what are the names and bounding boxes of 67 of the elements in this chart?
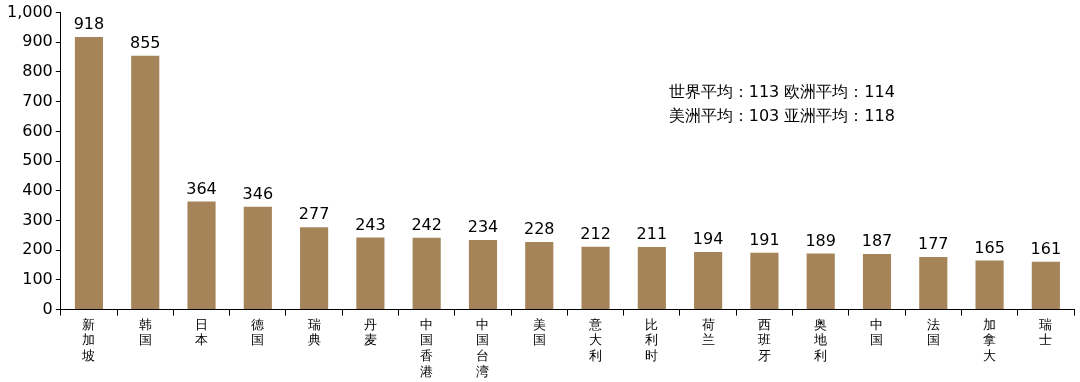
x-tick-label: 中国: [870, 316, 884, 348]
bar: [919, 257, 948, 310]
data-label: 277: [298, 204, 330, 224]
bar: [694, 251, 723, 310]
bar: [806, 253, 835, 310]
data-label: 161: [1030, 238, 1062, 258]
x-tick-label: 瑞士: [1039, 316, 1053, 348]
y-tick-label: 400: [22, 179, 53, 199]
bar: [1031, 261, 1060, 310]
y-tick-label: 500: [22, 150, 53, 170]
data-label: 228: [523, 219, 555, 239]
y-tick-label: 300: [22, 209, 53, 229]
data-label: 234: [467, 217, 499, 237]
bar: [468, 240, 498, 310]
y-tick-label: 900: [22, 31, 53, 51]
x-tick-label: 丹麦: [363, 316, 377, 348]
x-tick-label: 美国: [532, 316, 546, 348]
data-label: 364: [186, 178, 217, 198]
x-tick-label: 加拿大: [983, 316, 997, 363]
data-label: 855: [129, 32, 161, 52]
x-tick-label: 德国: [251, 316, 265, 348]
data-label: 191: [749, 230, 780, 250]
bar: [525, 241, 554, 310]
bar: [637, 246, 666, 310]
bar: [412, 237, 441, 310]
bar: [975, 260, 1004, 310]
data-label: 165: [974, 237, 1005, 257]
bar: [187, 201, 216, 310]
x-tick-label: 比利时: [645, 316, 659, 363]
data-label: 346: [242, 183, 274, 203]
data-label: 242: [411, 214, 442, 234]
annotation: 美洲平均：103 亚洲平均：118: [668, 105, 895, 125]
data-label: 918: [73, 14, 105, 34]
y-tick-label: 100: [22, 269, 53, 289]
y-tick-label: 700: [22, 90, 53, 110]
data-label: 212: [580, 223, 611, 243]
bar: [74, 36, 104, 310]
x-tick-label: 意大利: [588, 316, 603, 363]
bar: [243, 206, 272, 310]
data-label: 187: [861, 231, 893, 251]
x-tick-label: 新加坡: [81, 316, 96, 363]
bar: [300, 227, 329, 310]
x-tick-label: 荷兰: [701, 316, 715, 348]
annotation: 世界平均：113 欧洲平均：114: [668, 81, 895, 101]
x-tick-label: 法国: [926, 316, 940, 348]
data-label: 194: [692, 229, 724, 249]
x-tick-label: 西班牙: [757, 316, 771, 363]
y-tick-label: 0: [42, 298, 53, 318]
data-label: 243: [355, 214, 386, 234]
x-tick-label: 韩国: [138, 316, 152, 348]
x-tick-label: 日本: [195, 316, 209, 348]
y-tick-label: 600: [22, 120, 53, 140]
data-label: 211: [636, 224, 668, 244]
y-tick-label: 200: [22, 239, 53, 259]
bar: [750, 252, 779, 310]
bar: [862, 254, 892, 310]
bar: [131, 55, 160, 310]
y-tick-label: 800: [22, 61, 53, 81]
x-tick-label: 中国香港: [420, 316, 434, 379]
bar: [356, 237, 385, 310]
x-tick-label: 奥地利: [813, 316, 828, 363]
x-tick-label: 中国台湾: [476, 316, 490, 379]
y-tick-label: 1,000: [6, 1, 53, 21]
x-tick-label: 瑞典: [307, 316, 321, 348]
bar: [581, 246, 610, 310]
data-label: 189: [805, 230, 836, 250]
data-label: 177: [918, 234, 949, 254]
